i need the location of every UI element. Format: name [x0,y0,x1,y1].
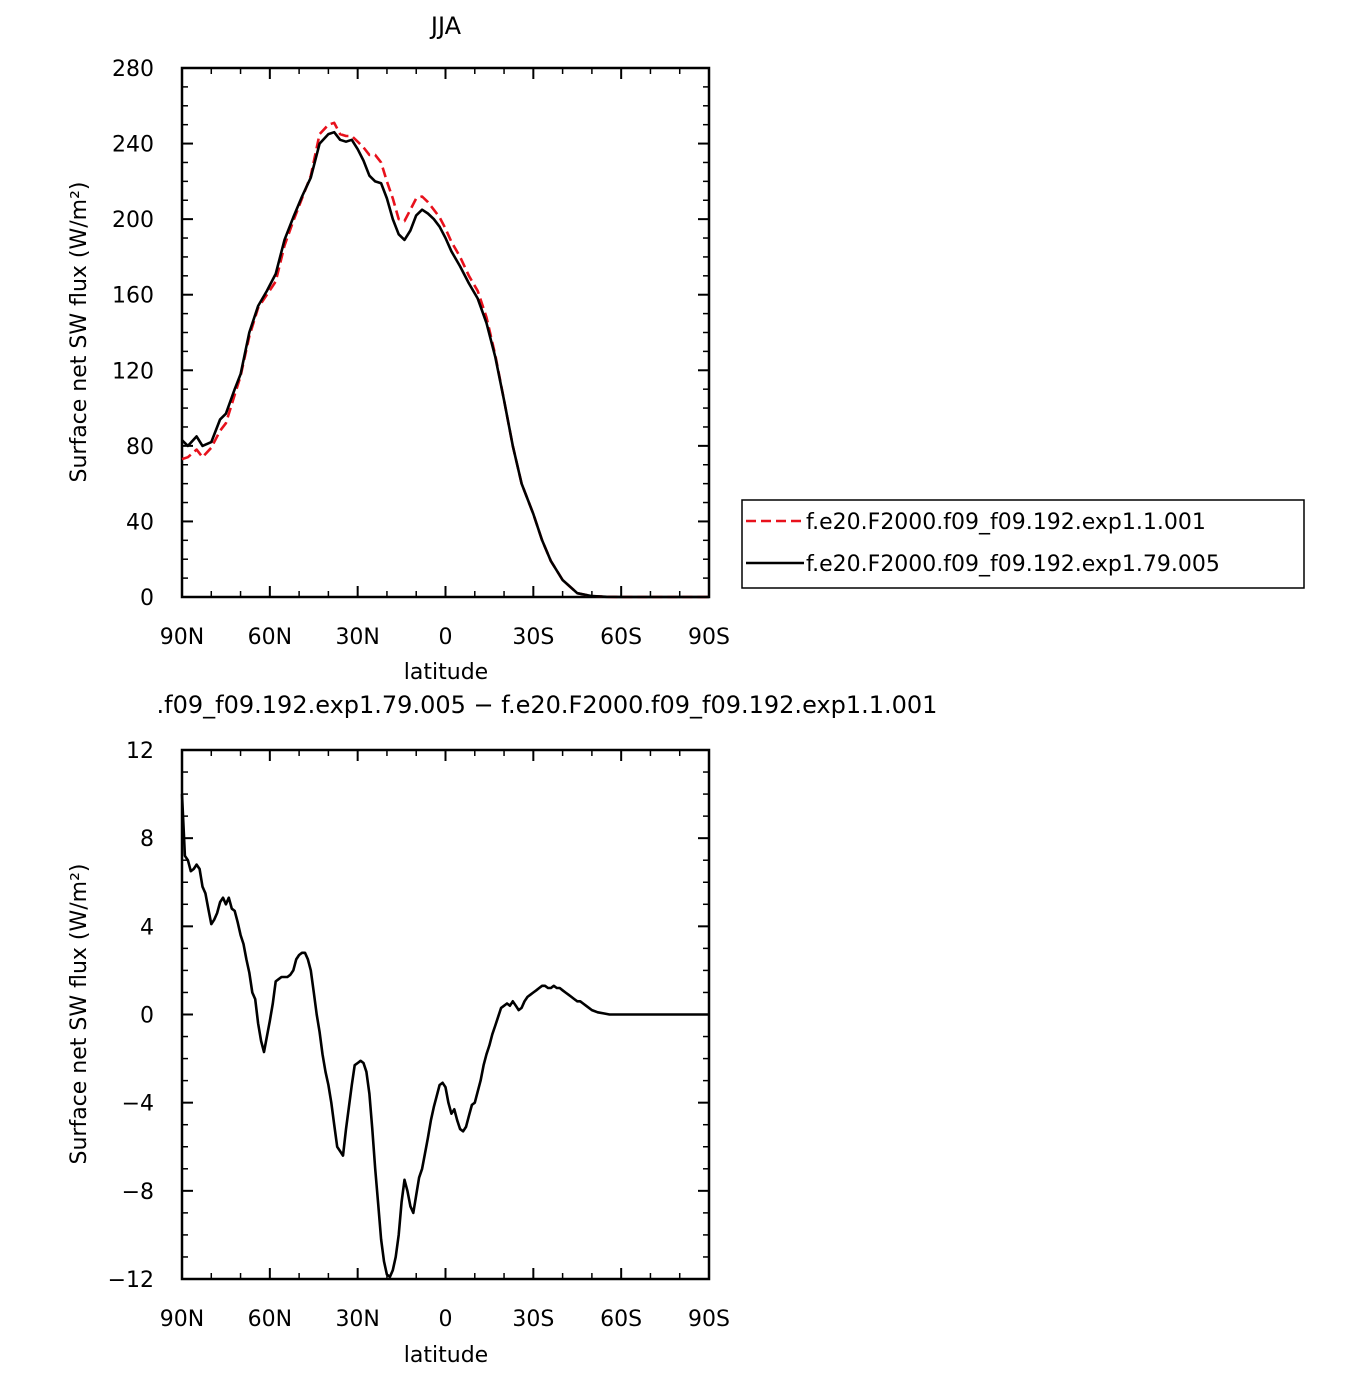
legend-label-series-2: f.e20.F2000.f09_f09.192.exp1.79.005 [806,552,1220,577]
x-tick-label: 60N [248,1307,292,1332]
y-tick-label: 0 [140,586,154,611]
series-lines [180,794,709,1279]
y-tick-label: 120 [112,359,154,384]
plot-frame [180,66,711,599]
series-line-1 [181,121,709,599]
chart-title: .f09_f09.192.exp1.79.005 − f.e20.F2000.f… [157,691,938,719]
y-axis-label: Surface net SW flux (W/m²) [67,863,92,1164]
x-tick-label: 90N [160,625,204,650]
y-tick-label: 160 [112,284,154,309]
y-tick-label: −4 [122,1092,154,1117]
y-tick-label: −8 [122,1180,154,1205]
y-tick-label: 8 [140,827,154,852]
series-lines [181,121,709,599]
y-tick-label: 4 [140,915,154,940]
y-tick-label: 240 [112,133,154,158]
y-tick-label: −12 [108,1268,154,1293]
x-tick-label: 30S [512,1307,554,1332]
bottom-panel: .f09_f09.192.exp1.79.005 − f.e20.F2000.f… [67,691,937,1368]
x-tick-label: 30N [335,1307,379,1332]
chart-title: JJA [429,12,462,40]
top-panel: JJA 90N 60N 30N 0 30S 60S 90S 0 40 80 120 160 200 240… [67,12,730,685]
legend: f.e20.F2000.f09_f09.192.exp1.1.001 f.e20… [741,499,1305,589]
y-tick-label: 40 [126,510,154,535]
x-axis-label: latitude [404,1343,488,1368]
y-axis-label: Surface net SW flux (W/m²) [67,181,92,482]
y-tick-label: 12 [126,739,154,764]
axis-ticks: 90N 60N 30N 0 30S 60S 90S −12 −8 −4 0 4 8 12 [108,739,730,1332]
x-tick-label: 60S [600,1307,642,1332]
x-tick-label: 0 [439,625,453,650]
x-tick-label: 90S [688,625,730,650]
x-tick-label: 0 [439,1307,453,1332]
series-line-2 [181,130,709,599]
x-tick-label: 60S [600,625,642,650]
x-tick-label: 30S [512,625,554,650]
x-tick-label: 60N [248,625,292,650]
x-tick-label: 90S [688,1307,730,1332]
y-tick-label: 280 [112,57,154,82]
x-tick-label: 30N [335,625,379,650]
x-axis-label: latitude [404,660,488,685]
legend-box [741,499,1305,589]
y-tick-label: 80 [126,435,154,460]
y-tick-label: 0 [140,1004,154,1029]
axis-ticks: 90N 60N 30N 0 30S 60S 90S 0 40 80 120 160 200 240 280 [112,57,730,650]
y-tick-label: 200 [112,208,154,233]
series-line-1 [180,794,709,1279]
legend-label-series-1: f.e20.F2000.f09_f09.192.exp1.1.001 [806,510,1206,535]
x-tick-label: 90N [160,1307,204,1332]
